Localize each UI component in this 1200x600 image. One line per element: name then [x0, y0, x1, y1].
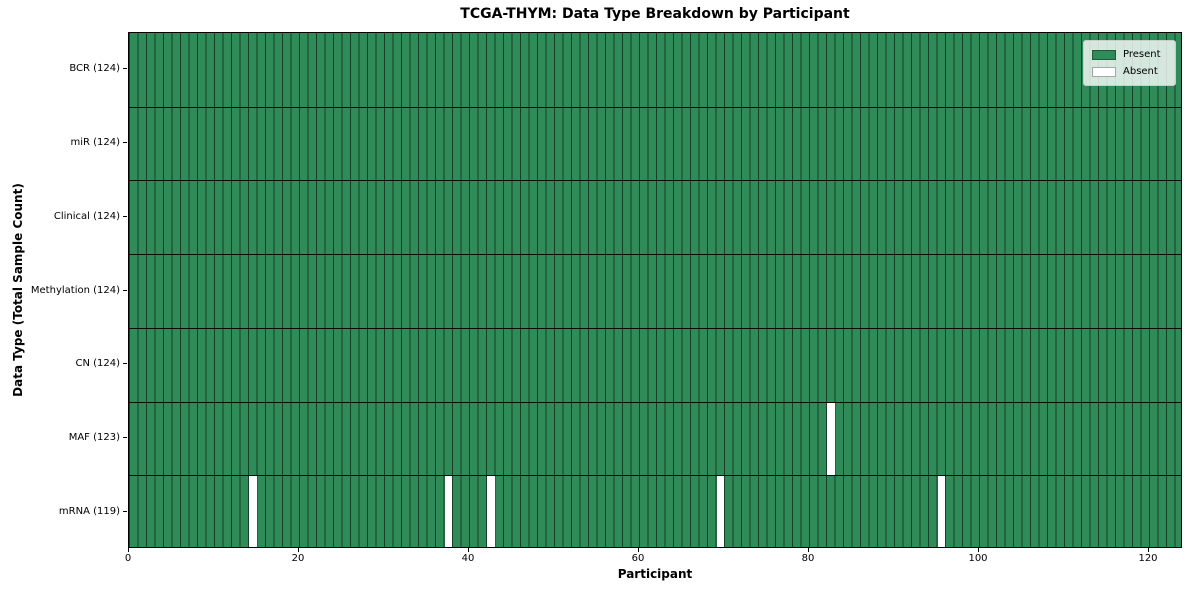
x-tick-mark: [467, 548, 469, 552]
y-tick-label: Methylation (124): [30, 284, 120, 296]
x-tick-label: 0: [124, 553, 132, 564]
present-swatch-icon: [1092, 49, 1116, 60]
x-tick-label: 80: [801, 553, 815, 564]
legend-item-present: Present: [1092, 46, 1167, 63]
x-tick-label: 60: [631, 553, 645, 564]
heatmap-row: [129, 106, 1181, 181]
chart-title: TCGA-THYM: Data Type Breakdown by Partic…: [460, 6, 850, 22]
heatmap-row: [129, 327, 1181, 402]
absent-gap: [937, 476, 945, 547]
legend: Present Absent: [1083, 40, 1176, 86]
absent-gap: [716, 476, 724, 547]
y-tick-mark: [123, 68, 127, 70]
legend-item-absent: Absent: [1092, 63, 1167, 80]
x-tick-label: 100: [968, 553, 988, 564]
y-tick-label: mRNA (119): [58, 505, 120, 517]
x-tick-mark: [977, 548, 979, 552]
x-tick-mark: [297, 548, 299, 552]
x-tick-label: 40: [461, 553, 475, 564]
absent-gap: [249, 476, 257, 547]
y-tick-mark: [123, 142, 127, 144]
x-tick-mark: [637, 548, 639, 552]
x-tick-mark: [1147, 548, 1149, 552]
absent-gap: [487, 476, 495, 547]
heatmap-row: [129, 254, 1181, 328]
x-tick-label: 120: [1138, 553, 1158, 564]
y-tick-mark: [123, 289, 127, 291]
legend-present-label: Present: [1123, 48, 1161, 60]
y-tick-label: CN (124): [75, 358, 120, 370]
y-tick-mark: [123, 510, 127, 512]
plot-area: [128, 32, 1182, 548]
y-tick-label: miR (124): [70, 137, 120, 149]
legend-absent-label: Absent: [1123, 65, 1158, 77]
absent-gap: [444, 476, 452, 547]
heatmap-row: [129, 180, 1181, 255]
x-tick-mark: [127, 548, 129, 552]
y-tick-mark: [123, 215, 127, 217]
y-tick-label: BCR (124): [69, 63, 120, 75]
x-tick-label: 20: [291, 553, 305, 564]
heatmap-row: [129, 401, 1181, 476]
absent-gap: [827, 402, 835, 476]
absent-swatch-icon: [1092, 66, 1116, 77]
y-tick-mark: [123, 363, 127, 365]
heatmap-row: [129, 33, 1181, 107]
heatmap-row: [129, 475, 1181, 547]
y-tick-label: Clinical (124): [53, 210, 120, 222]
x-tick-mark: [807, 548, 809, 552]
y-tick-mark: [123, 436, 127, 438]
y-tick-label: MAF (123): [68, 431, 120, 443]
x-axis-label: Participant: [617, 567, 693, 581]
